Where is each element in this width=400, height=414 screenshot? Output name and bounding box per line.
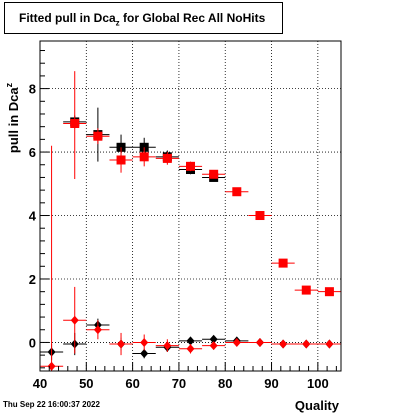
diamond-marker <box>255 337 264 347</box>
diamond-marker <box>232 337 241 347</box>
y-axis-label: pull in Dcaz <box>4 82 21 153</box>
diamond-marker <box>186 336 195 346</box>
x-axis-label: Quality <box>295 398 340 413</box>
chart-title-subscript: z <box>115 18 120 28</box>
square-marker <box>186 161 195 171</box>
diamond-marker <box>209 334 218 344</box>
diamond-marker <box>209 341 218 351</box>
diamond-marker <box>70 315 79 325</box>
y-tick-label: 2 <box>29 272 36 287</box>
timestamp: Thu Sep 22 16:00:37 2022 <box>3 400 100 409</box>
grid <box>40 41 341 371</box>
series-2 <box>63 71 341 297</box>
square-marker <box>162 153 172 163</box>
x-tick-label: 90 <box>264 376 278 391</box>
x-tick-label: 50 <box>79 376 93 391</box>
square-marker <box>139 152 149 162</box>
square-marker <box>324 287 334 297</box>
title-box: Fitted pull in Dcaz for Global Rec All N… <box>4 2 283 34</box>
square-marker <box>93 131 103 141</box>
plot-frame <box>39 40 342 372</box>
square-marker <box>209 169 219 179</box>
diamond-marker <box>325 339 334 349</box>
series-4 <box>40 145 341 371</box>
chart-title: Fitted pull in Dcaz for Global Rec All N… <box>19 11 265 27</box>
y-axis-label-main: pull in Dca <box>6 87 21 154</box>
diamond-marker <box>302 339 311 349</box>
y-tick-label: 8 <box>29 82 36 97</box>
series-3 <box>40 318 341 360</box>
chart-title-main: Fitted pull in Dca <box>19 11 116 25</box>
chart-title-rest: for Global Rec All NoHits <box>119 11 266 25</box>
series-1 <box>63 107 226 182</box>
square-marker <box>116 155 126 165</box>
square-marker <box>301 285 311 295</box>
diamond-marker <box>163 341 172 351</box>
x-tick-label: 60 <box>125 376 139 391</box>
square-marker <box>70 119 80 128</box>
diamond-marker <box>140 337 149 347</box>
square-marker <box>255 211 265 221</box>
diamond-marker <box>140 349 149 359</box>
square-marker <box>232 187 242 197</box>
diamond-marker <box>93 325 102 335</box>
axes: 40 50 60 70 80 90 100 0 2 4 6 8 <box>29 50 337 391</box>
data-points <box>40 71 341 371</box>
y-tick-label: 6 <box>29 145 36 160</box>
x-tick-label: 80 <box>218 376 232 391</box>
diamond-marker <box>186 344 195 354</box>
x-tick-label: 100 <box>307 376 329 391</box>
y-tick-label: 4 <box>29 209 37 224</box>
x-tick-label: 40 <box>33 376 47 391</box>
diamond-marker <box>117 339 126 349</box>
square-marker <box>278 258 288 268</box>
diamond-marker <box>279 339 288 349</box>
x-tick-label: 70 <box>172 376 186 391</box>
y-axis-label-sub: z <box>4 82 14 87</box>
y-tick-label: 0 <box>29 335 36 350</box>
